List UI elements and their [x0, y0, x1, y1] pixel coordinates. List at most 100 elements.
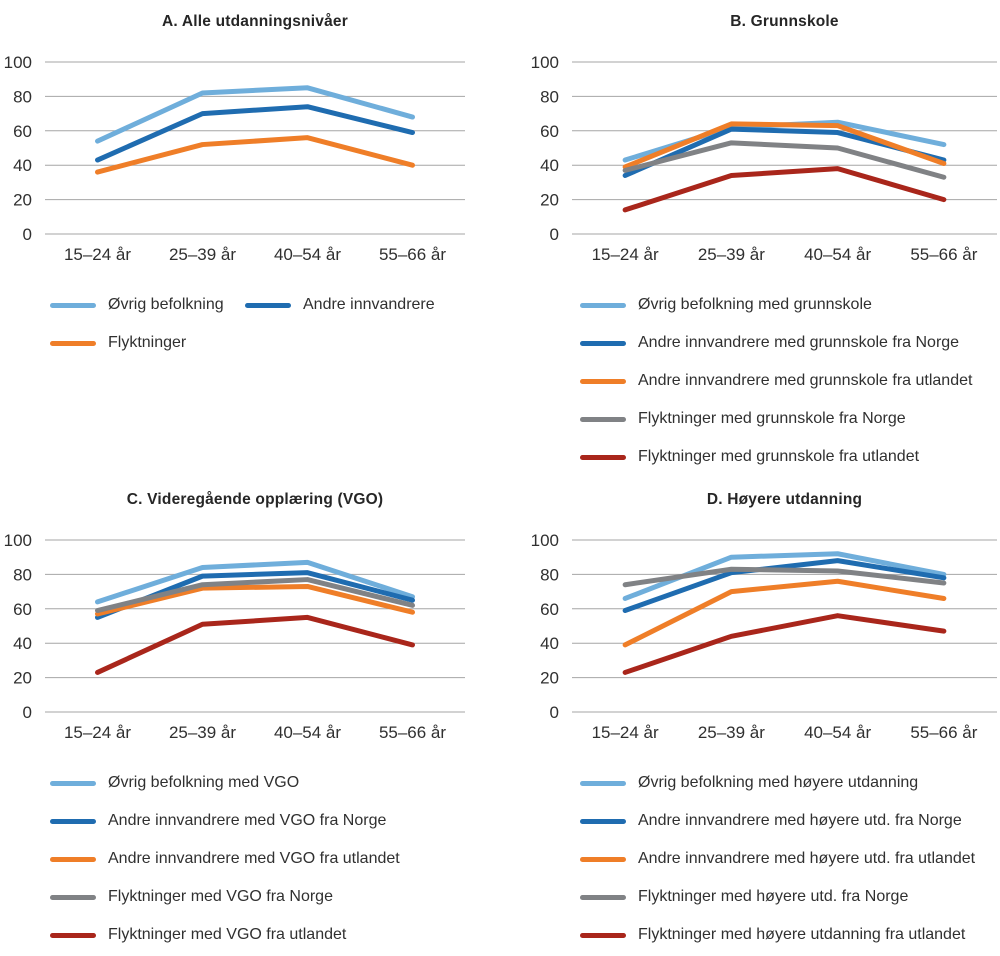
legend-label: Andre innvandrere med høyere utd. fra No…: [638, 812, 962, 829]
legend-swatch-gray: [50, 894, 96, 900]
legend-label: Flyktninger: [108, 334, 187, 351]
y-tick-label: 80: [13, 565, 32, 584]
y-tick-label: 60: [13, 600, 32, 619]
legend-label: Flyktninger med grunnskole fra Norge: [638, 410, 906, 427]
x-axis-label: 40–54 år: [274, 723, 341, 742]
chart-title: C. Videregående opplæring (VGO): [126, 491, 384, 508]
legend-item: Øvrig befolkning: [50, 286, 245, 324]
legend-swatch-orange: [50, 856, 96, 862]
y-tick-label: 40: [13, 156, 32, 175]
legend-label: Flyktninger med grunnskole fra utlandet: [638, 448, 920, 465]
x-axis-label: 55–66 år: [910, 245, 977, 264]
legend-item: Flyktninger med høyere utdanning fra utl…: [580, 916, 975, 954]
series-line-light_blue: [95, 85, 415, 144]
legend-item: Øvrig befolkning med høyere utdanning: [580, 764, 975, 802]
legend-item: Flyktninger med høyere utd. fra Norge: [580, 878, 975, 916]
y-tick-label: 100: [531, 53, 559, 72]
legend-label: Øvrig befolkning med høyere utdanning: [638, 774, 919, 791]
y-tick-label: 40: [13, 634, 32, 653]
chart-legend: Øvrig befolkning med VGO Andre innvandrer…: [50, 764, 400, 954]
legend-swatch-dark_blue: [245, 302, 291, 308]
y-tick-label: 80: [540, 87, 559, 106]
series-line-orange: [95, 135, 415, 175]
legend-swatch-dark_blue: [580, 340, 626, 346]
legend-item: Flyktninger med VGO fra Norge: [50, 878, 400, 916]
chart-title: B. Grunnskole: [730, 13, 839, 30]
chart-title: A. Alle utdanningsnivåer: [162, 13, 348, 30]
x-axis-label: 15–24 år: [64, 723, 131, 742]
chart-legend: Øvrig befolkning Andre innvandrere Flyktni…: [50, 286, 435, 362]
series-line-gray: [622, 140, 947, 180]
series-line-dark_blue: [95, 104, 415, 163]
legend-label: Andre innvandrere med grunnskole fra Nor…: [638, 334, 960, 351]
series-line-dark_red: [622, 613, 947, 675]
legend-item: Andre innvandrere med høyere utd. fra ut…: [580, 840, 975, 878]
x-axis-label: 40–54 år: [804, 245, 871, 264]
legend-item: Andre innvandrere med VGO fra Norge: [50, 802, 400, 840]
series-line-orange: [95, 583, 415, 617]
series-line-dark_blue: [622, 558, 947, 614]
chart-panel-d: D. Høyere utdanning 0 20 40 60 80 100 15–24 år…: [500, 478, 1000, 956]
y-tick-label: 60: [540, 600, 559, 619]
legend-item: Andre innvandrere med høyere utd. fra No…: [580, 802, 975, 840]
legend-label: Flyktninger med høyere utdanning fra utl…: [638, 926, 966, 943]
y-tick-label: 0: [23, 703, 32, 722]
y-tick-label: 20: [13, 669, 32, 688]
y-tick-label: 60: [13, 122, 32, 141]
legend-swatch-dark_blue: [580, 818, 626, 824]
legend-swatch-dark_red: [580, 454, 626, 460]
legend-label: Øvrig befolkning med VGO: [108, 774, 300, 791]
y-tick-label: 100: [4, 531, 32, 550]
x-axis-label: 55–66 år: [379, 245, 446, 264]
legend-swatch-gray: [580, 416, 626, 422]
legend-swatch-light_blue: [580, 302, 626, 308]
y-tick-label: 20: [13, 191, 32, 210]
legend-swatch-light_blue: [50, 302, 96, 308]
chart-panel-a: A. Alle utdanningsnivåer 0 20 40 60 80 100 15–…: [0, 0, 500, 478]
chart-legend: Øvrig befolkning med høyere utdanning And…: [580, 764, 975, 954]
x-axis-label: 55–66 år: [910, 723, 977, 742]
chart-panel-b: B. Grunnskole 0 20 40 60 80 100 15–24 år 25–39 …: [500, 0, 1000, 478]
y-tick-label: 0: [550, 225, 559, 244]
legend-label: Andre innvandrere: [303, 296, 435, 313]
legend-swatch-dark_red: [580, 932, 626, 938]
line-chart-d: 0 20 40 60 80 100 15–24 år 25–39 år 40–54 år 55–6…: [531, 531, 997, 742]
x-axis-label: 15–24 år: [592, 245, 659, 264]
legend-item: Andre innvandrere med grunnskole fra utl…: [580, 362, 972, 400]
series-line-orange: [622, 121, 947, 170]
legend-item: Flyktninger med grunnskole fra utlandet: [580, 438, 972, 476]
legend-label: Øvrig befolkning: [108, 296, 224, 313]
legend-swatch-orange: [50, 340, 96, 346]
chart-title: D. Høyere utdanning: [706, 491, 863, 508]
y-tick-label: 100: [531, 531, 559, 550]
legend-label: Flyktninger med høyere utd. fra Norge: [638, 888, 909, 905]
y-tick-label: 40: [540, 634, 559, 653]
x-axis-label: 25–39 år: [169, 245, 236, 264]
legend-label: Flyktninger med VGO fra utlandet: [108, 926, 347, 943]
x-axis-label: 40–54 år: [274, 245, 341, 264]
y-tick-label: 100: [4, 53, 32, 72]
y-tick-label: 0: [23, 225, 32, 244]
y-tick-label: 60: [540, 122, 559, 141]
series-line-orange: [622, 578, 947, 648]
x-axis-label: 25–39 år: [698, 245, 765, 264]
legend-swatch-dark_blue: [50, 818, 96, 824]
series-line-gray: [622, 566, 947, 588]
legend-swatch-orange: [580, 856, 626, 862]
y-tick-label: 80: [13, 87, 32, 106]
y-tick-label: 80: [540, 565, 559, 584]
y-tick-label: 0: [550, 703, 559, 722]
y-tick-label: 20: [540, 191, 559, 210]
legend-swatch-light_blue: [50, 780, 96, 786]
x-axis-label: 25–39 år: [698, 723, 765, 742]
series-line-dark_red: [622, 166, 947, 213]
x-axis-label: 15–24 år: [592, 723, 659, 742]
legend-item: Øvrig befolkning med grunnskole: [580, 286, 972, 324]
legend-swatch-gray: [580, 894, 626, 900]
y-tick-label: 20: [540, 669, 559, 688]
legend-label: Flyktninger med VGO fra Norge: [108, 888, 333, 905]
legend-item: Andre innvandrere med VGO fra utlandet: [50, 840, 400, 878]
x-axis-label: 40–54 år: [804, 723, 871, 742]
line-chart-b: 0 20 40 60 80 100 15–24 år 25–39 år 40–54 år 55–6…: [531, 53, 997, 264]
